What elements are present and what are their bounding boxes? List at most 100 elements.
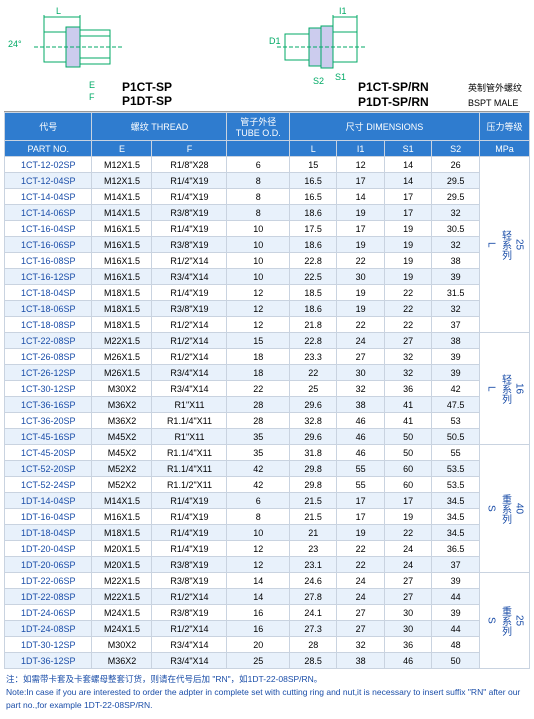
cell-i1: 46 <box>337 413 384 429</box>
cell-f: R3/4"X14 <box>152 269 227 285</box>
cell-i1: 27 <box>337 605 384 621</box>
cell-i1: 17 <box>337 493 384 509</box>
table-row: 1DT-36-12SPM36X2R3/4"X142528.5384650 <box>5 653 530 669</box>
cell-s1: 50 <box>384 445 431 461</box>
cell-partno: 1CT-45-20SP <box>5 445 92 461</box>
cell-e: M16X1.5 <box>92 509 152 525</box>
cell-s2: 34.5 <box>432 509 480 525</box>
model-p1ct-sp: P1CT-SP <box>122 80 172 94</box>
hdr-dims-en: DIMENSIONS <box>366 122 423 132</box>
cell-i1: 46 <box>337 445 384 461</box>
hdr-part-en: PART NO. <box>5 141 92 157</box>
cell-s1: 22 <box>384 317 431 333</box>
table-row: 1CT-16-08SPM16X1.5R1/2"X141022.8221938 <box>5 253 530 269</box>
cell-s2: 39 <box>432 605 480 621</box>
cell-s2: 53.5 <box>432 477 480 493</box>
cell-s1: 32 <box>384 365 431 381</box>
footnote: 注：如需带卡套及卡套螺母整套订货，则请在代号后加 "RN"，如1DT-22-08… <box>4 669 530 715</box>
cell-od: 15 <box>227 333 289 349</box>
cell-i1: 30 <box>337 365 384 381</box>
cell-partno: 1DT-24-06SP <box>5 605 92 621</box>
cell-s2: 47.5 <box>432 397 480 413</box>
cell-s2: 31.5 <box>432 285 480 301</box>
hdr-mpa-en: MPa <box>479 141 529 157</box>
hdr-F: F <box>152 141 227 157</box>
cell-f: R1/2"X14 <box>152 349 227 365</box>
cell-l: 22 <box>289 365 336 381</box>
cell-i1: 55 <box>337 461 384 477</box>
cell-od: 42 <box>227 461 289 477</box>
cell-s1: 27 <box>384 573 431 589</box>
cell-i1: 22 <box>337 317 384 333</box>
cell-s1: 27 <box>384 589 431 605</box>
cell-e: M24X1.5 <box>92 605 152 621</box>
cell-l: 24.6 <box>289 573 336 589</box>
cell-f: R1/2"X14 <box>152 621 227 637</box>
table-row: 1CT-26-08SPM26X1.5R1/2"X141823.3273239 <box>5 349 530 365</box>
cell-f: R1/2"X14 <box>152 253 227 269</box>
cell-s1: 19 <box>384 269 431 285</box>
cell-l: 22.8 <box>289 333 336 349</box>
hdr-E: E <box>92 141 152 157</box>
desc-en: BSPT MALE <box>468 98 518 108</box>
cell-s1: 19 <box>384 509 431 525</box>
cell-partno: 1CT-14-06SP <box>5 205 92 221</box>
note-en: Note:In case if you are interested to or… <box>6 686 528 712</box>
table-row: 1CT-52-24SPM52X2R1.1/2"X114229.8556053.5 <box>5 477 530 493</box>
hdr-tube-cn: 管子外径 <box>240 117 276 127</box>
table-row: 1CT-16-12SPM16X1.5R3/4"X141022.5301939 <box>5 269 530 285</box>
hdr-dims-cn: 尺寸 <box>346 122 364 132</box>
cell-partno: 1CT-18-08SP <box>5 317 92 333</box>
cell-f: R3/8"X19 <box>152 573 227 589</box>
cell-i1: 46 <box>337 429 384 445</box>
cell-od: 42 <box>227 477 289 493</box>
cell-od: 6 <box>227 157 289 173</box>
cell-e: M22X1.5 <box>92 573 152 589</box>
dim-S2: S2 <box>313 76 324 86</box>
cell-od: 35 <box>227 445 289 461</box>
cell-l: 22.8 <box>289 253 336 269</box>
spec-table: 代号 螺纹 THREAD 管子外径 TUBE O.D. 尺寸 DIMENSION… <box>4 112 530 669</box>
cell-l: 18.6 <box>289 237 336 253</box>
hdr-thread-cn: 螺纹 <box>131 122 149 132</box>
cell-partno: 1DT-22-06SP <box>5 573 92 589</box>
table-row: 1CT-18-08SPM18X1.5R1/2"X141221.8222237 <box>5 317 530 333</box>
table-row: 1CT-16-06SPM16X1.5R3/8"X191018.6191932 <box>5 237 530 253</box>
cell-partno: 1DT-22-08SP <box>5 589 92 605</box>
cell-l: 32.8 <box>289 413 336 429</box>
cell-od: 14 <box>227 573 289 589</box>
cell-f: R1/4"X19 <box>152 541 227 557</box>
cell-mpa-group: 25 轻系列 L <box>479 157 529 333</box>
cell-e: M16X1.5 <box>92 253 152 269</box>
cell-od: 16 <box>227 605 289 621</box>
cell-partno: 1CT-52-24SP <box>5 477 92 493</box>
cell-partno: 1CT-12-04SP <box>5 173 92 189</box>
table-row: 1CT-45-16SPM45X2R1"X113529.6465050.5 <box>5 429 530 445</box>
cell-i1: 19 <box>337 237 384 253</box>
cell-s2: 32 <box>432 301 480 317</box>
cell-s2: 50.5 <box>432 429 480 445</box>
cell-e: M16X1.5 <box>92 221 152 237</box>
cell-l: 18.5 <box>289 285 336 301</box>
cell-partno: 1CT-36-16SP <box>5 397 92 413</box>
cell-od: 12 <box>227 541 289 557</box>
cell-i1: 17 <box>337 173 384 189</box>
cell-s1: 41 <box>384 397 431 413</box>
cell-l: 29.6 <box>289 397 336 413</box>
cell-partno: 1DT-20-06SP <box>5 557 92 573</box>
fitting-diagram-left <box>34 12 124 82</box>
cell-od: 35 <box>227 429 289 445</box>
cell-e: M26X1.5 <box>92 365 152 381</box>
cell-od: 8 <box>227 189 289 205</box>
cell-l: 23.1 <box>289 557 336 573</box>
cell-l: 29.8 <box>289 461 336 477</box>
cell-s1: 24 <box>384 557 431 573</box>
table-row: 1DT-16-04SPM16X1.5R1/4"X19821.5171934.5 <box>5 509 530 525</box>
cell-f: R1.1/4"X11 <box>152 445 227 461</box>
cell-s2: 38 <box>432 253 480 269</box>
cell-partno: 1CT-12-02SP <box>5 157 92 173</box>
cell-partno: 1CT-16-06SP <box>5 237 92 253</box>
cell-od: 20 <box>227 637 289 653</box>
cell-e: M12X1.5 <box>92 157 152 173</box>
table-row: 1CT-30-12SPM30X2R3/4"X142225323642 <box>5 381 530 397</box>
